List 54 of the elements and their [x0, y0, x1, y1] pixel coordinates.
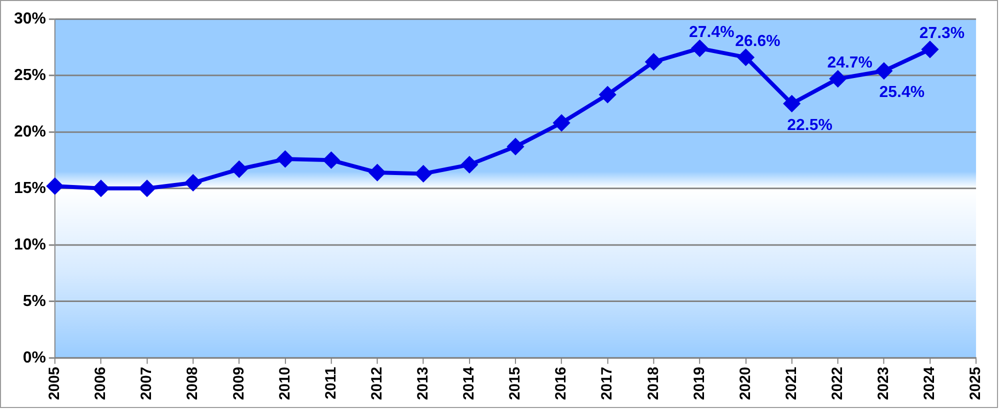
x-tick-label: 2024	[921, 366, 938, 400]
point	[139, 180, 156, 196]
point	[277, 151, 294, 167]
x-tick-label: 2013	[414, 366, 432, 400]
x-tick-label: 2014	[460, 366, 478, 400]
x-tick-label: 2017	[598, 366, 616, 400]
x-tick-label: 2009	[230, 366, 248, 400]
point	[600, 86, 616, 103]
point	[830, 70, 846, 87]
point	[92, 180, 109, 196]
y-tick-label: 15%	[14, 180, 46, 197]
y-tick-label: 5%	[22, 292, 46, 310]
data-label: 22.5%	[787, 116, 832, 134]
point	[461, 156, 478, 173]
y-tick-label: 25%	[14, 66, 46, 84]
x-tick-label: 2023	[875, 366, 892, 400]
x-tick-label: 2011	[322, 366, 340, 400]
point	[46, 178, 63, 194]
x-tick-label: 2007	[138, 366, 156, 400]
x-tick-label: 2016	[552, 366, 570, 400]
point	[876, 62, 892, 79]
point	[507, 138, 524, 155]
data-label: 27.4%	[689, 24, 734, 41]
y-tick-label: 30%	[14, 10, 46, 28]
x-tick-label: 2010	[276, 366, 294, 400]
x-tick-label: 2008	[184, 366, 202, 400]
x-tick-label: 2025	[967, 366, 984, 400]
data-label: 24.7%	[827, 54, 872, 72]
data-label: 27.3%	[919, 24, 965, 42]
y-tick-label: 0%	[22, 349, 46, 366]
point	[646, 54, 662, 70]
y-tick-label: 20%	[14, 123, 46, 140]
x-tick-label: 2015	[506, 366, 524, 400]
x-tick-label: 2020	[736, 366, 754, 400]
point	[185, 174, 202, 191]
point	[692, 40, 708, 56]
point	[415, 166, 432, 182]
y-tick-label: 10%	[14, 236, 46, 254]
point	[738, 49, 754, 66]
point	[369, 164, 386, 181]
x-tick-label: 2022	[828, 366, 846, 400]
data-label: 26.6%	[735, 32, 780, 50]
x-tick-label: 2005	[46, 366, 64, 400]
x-tick-label: 2021	[782, 366, 800, 400]
x-tick-label: 2018	[644, 366, 662, 400]
point	[922, 41, 938, 58]
x-tick-label: 2019	[690, 366, 708, 400]
x-tick-label: 2012	[368, 366, 386, 400]
point	[784, 96, 800, 112]
point	[554, 114, 570, 131]
data-label: 25.4%	[879, 84, 925, 102]
x-tick-label: 2006	[92, 366, 110, 400]
point	[231, 161, 248, 178]
point	[323, 152, 340, 168]
